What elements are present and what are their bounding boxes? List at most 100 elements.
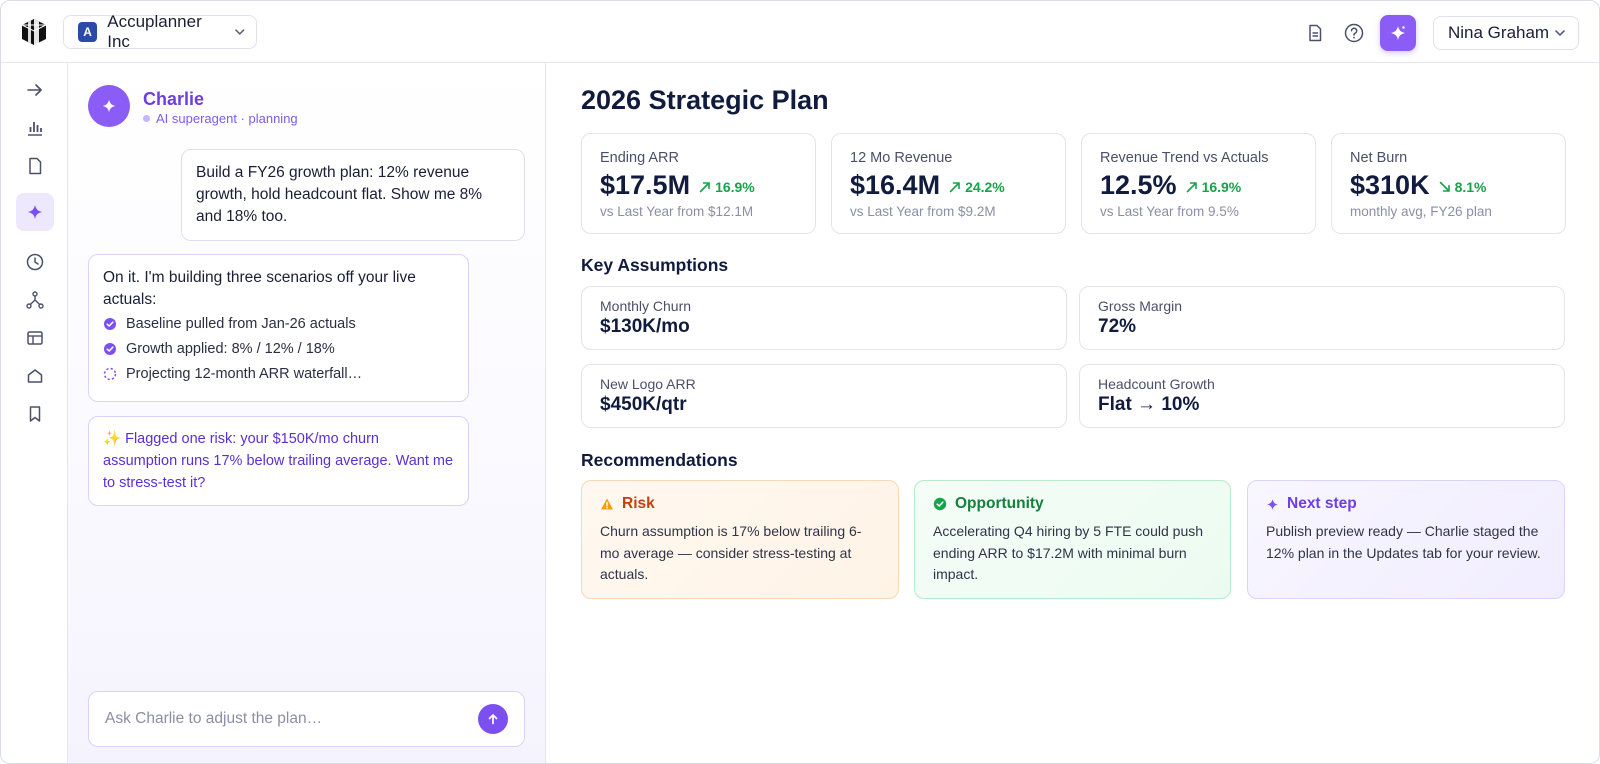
recommendation-body: Accelerating Q4 hiring by 5 FTE could pu… (933, 523, 1204, 582)
kpi-label: 12 Mo Revenue (850, 150, 953, 166)
chevron-down-icon (1555, 30, 1565, 37)
user-name: Nina Graham (1448, 23, 1550, 42)
top-bar: A Accuplanner Inc Nina Graham (1, 1, 1599, 63)
recommendation-card-risk[interactable]: Risk Churn assumption is 17% below trail… (581, 480, 899, 599)
kpi-comparison: vs Last Year from $9.2M (850, 204, 996, 219)
arrow-up-icon (488, 714, 498, 725)
agent-subtitle: AI superagent · planning (156, 111, 298, 126)
check-circle-icon (933, 497, 947, 511)
send-button[interactable] (478, 704, 508, 734)
kpi-card[interactable]: 12 Mo Revenue $16.4M 24.2% vs Last Year … (831, 133, 1066, 234)
agent-message-bubble: On it. I'm building three scenarios off … (88, 254, 469, 402)
warning-icon (601, 498, 613, 510)
trend-up-icon (949, 182, 960, 193)
kpi-comparison: vs Last Year from $12.1M (600, 204, 754, 219)
agent-status: AI superagent · planning (143, 111, 298, 126)
sparkle-icon (1391, 26, 1405, 40)
ai-assistant-button[interactable] (1380, 15, 1416, 51)
page-title: 2026 Strategic Plan (581, 85, 829, 115)
step-label: Baseline pulled from Jan-26 actuals (126, 315, 356, 332)
recommendation-title: Opportunity (955, 495, 1044, 512)
kpi-comparison: monthly avg, FY26 plan (1350, 204, 1492, 219)
sparkle-icon (102, 99, 116, 113)
chat-input[interactable] (105, 710, 478, 728)
org-name: Accuplanner Inc (107, 12, 202, 51)
check-circle-icon (104, 317, 116, 330)
agent-name: Charlie (143, 89, 205, 109)
kpi-value: $16.4M (850, 170, 941, 200)
assumption-label: Gross Margin (1098, 298, 1183, 314)
kpi-label: Net Burn (1350, 150, 1408, 166)
trend-up-icon (1186, 182, 1197, 193)
nav-documents[interactable] (16, 147, 54, 185)
kpi-comparison: vs Last Year from 9.5% (1100, 204, 1239, 219)
left-nav-rail (1, 63, 68, 763)
kpi-value: 12.5% (1100, 170, 1177, 200)
document-icon[interactable] (1298, 16, 1332, 50)
assumption-value: $450K/qtr (600, 394, 687, 415)
recommendation-card-next-step[interactable]: Next step Publish preview ready — Charli… (1247, 480, 1565, 599)
nav-dashboards[interactable] (16, 319, 54, 357)
check-circle-icon (104, 342, 116, 355)
assumption-label: Headcount Growth (1098, 376, 1215, 392)
expand-nav-button[interactable] (16, 71, 54, 109)
app-logo-icon[interactable] (19, 17, 49, 47)
network-icon (26, 291, 44, 309)
kpi-delta-value: 8.1% (1454, 179, 1487, 195)
kpi-value: $310K (1350, 170, 1430, 200)
recommendation-card-opportunity[interactable]: Opportunity Accelerating Q4 hiring by 5 … (914, 480, 1231, 599)
assumption-card[interactable]: New Logo ARR $450K/qtr (581, 364, 1067, 428)
assumption-value: $130K/mo (600, 316, 690, 337)
plan-main-content: 2026 Strategic Plan Ending ARR $17.5M 16… (546, 63, 1599, 763)
status-dot-icon (143, 115, 150, 122)
recommendation-title: Next step (1287, 495, 1357, 512)
kpi-delta-value: 16.9% (715, 179, 755, 195)
recommendation-body: Churn assumption is 17% below trailing 6… (600, 523, 862, 582)
agent-avatar (88, 85, 130, 127)
user-menu[interactable]: Nina Graham (1433, 16, 1579, 50)
bar-chart-icon (28, 122, 42, 136)
kpi-delta-value: 16.9% (1201, 179, 1242, 195)
recommendation-body: Publish preview ready — Charlie staged t… (1266, 523, 1541, 561)
bookmark-icon (29, 406, 41, 422)
kpi-delta: 16.9% (1185, 179, 1242, 195)
layout-icon (27, 331, 43, 345)
kpi-card[interactable]: Ending ARR $17.5M 16.9% vs Last Year fro… (581, 133, 816, 234)
trend-down-icon (1439, 181, 1450, 192)
nav-reports[interactable] (16, 109, 54, 147)
chat-composer (88, 691, 525, 747)
assumption-value: Flat → 10% (1098, 394, 1200, 415)
help-icon[interactable] (1337, 16, 1371, 50)
sparkle-icon (28, 205, 42, 219)
clock-icon (26, 253, 44, 271)
nav-ai-agent[interactable] (16, 193, 54, 231)
kpi-label: Ending ARR (600, 150, 679, 166)
nav-saved[interactable] (16, 395, 54, 433)
nav-history[interactable] (16, 243, 54, 281)
kpi-delta: 24.2% (948, 179, 1005, 195)
nav-models[interactable] (16, 281, 54, 319)
assumption-label: Monthly Churn (600, 298, 692, 314)
trend-up-icon (699, 182, 710, 193)
assumption-card[interactable]: Headcount Growth Flat → 10% (1079, 364, 1565, 428)
step-label: Projecting 12-month ARR waterfall… (126, 365, 363, 382)
kpi-value: $17.5M (600, 170, 691, 200)
kpi-label: Revenue Trend vs Actuals (1100, 150, 1269, 166)
kpi-card[interactable]: Net Burn $310K 8.1% monthly avg, FY26 pl… (1331, 133, 1566, 234)
org-switcher[interactable]: A Accuplanner Inc (63, 12, 257, 51)
recommendation-title: Risk (622, 495, 655, 512)
agent-chat-panel: Charlie AI superagent · planning Build a… (68, 63, 546, 763)
kpi-delta: 16.9% (698, 179, 755, 195)
kpi-card[interactable]: Revenue Trend vs Actuals 12.5% 16.9% vs … (1081, 133, 1316, 234)
assumption-card[interactable]: Gross Margin 72% (1079, 286, 1565, 350)
section-title-recommendations: Recommendations (581, 450, 738, 470)
user-message-bubble: Build a FY26 growth plan: 12% revenue gr… (181, 149, 525, 241)
kpi-delta: 8.1% (1438, 179, 1487, 195)
agent-flag-bubble[interactable]: ✨ Flagged one risk: your $150K/mo churn … (88, 416, 469, 506)
nav-home[interactable] (16, 357, 54, 395)
assumption-label: New Logo ARR (600, 376, 696, 392)
assumption-card[interactable]: Monthly Churn $130K/mo (581, 286, 1067, 350)
loading-spinner-icon (103, 367, 117, 380)
progress-step: Baseline pulled from Jan-26 actuals (103, 311, 454, 336)
